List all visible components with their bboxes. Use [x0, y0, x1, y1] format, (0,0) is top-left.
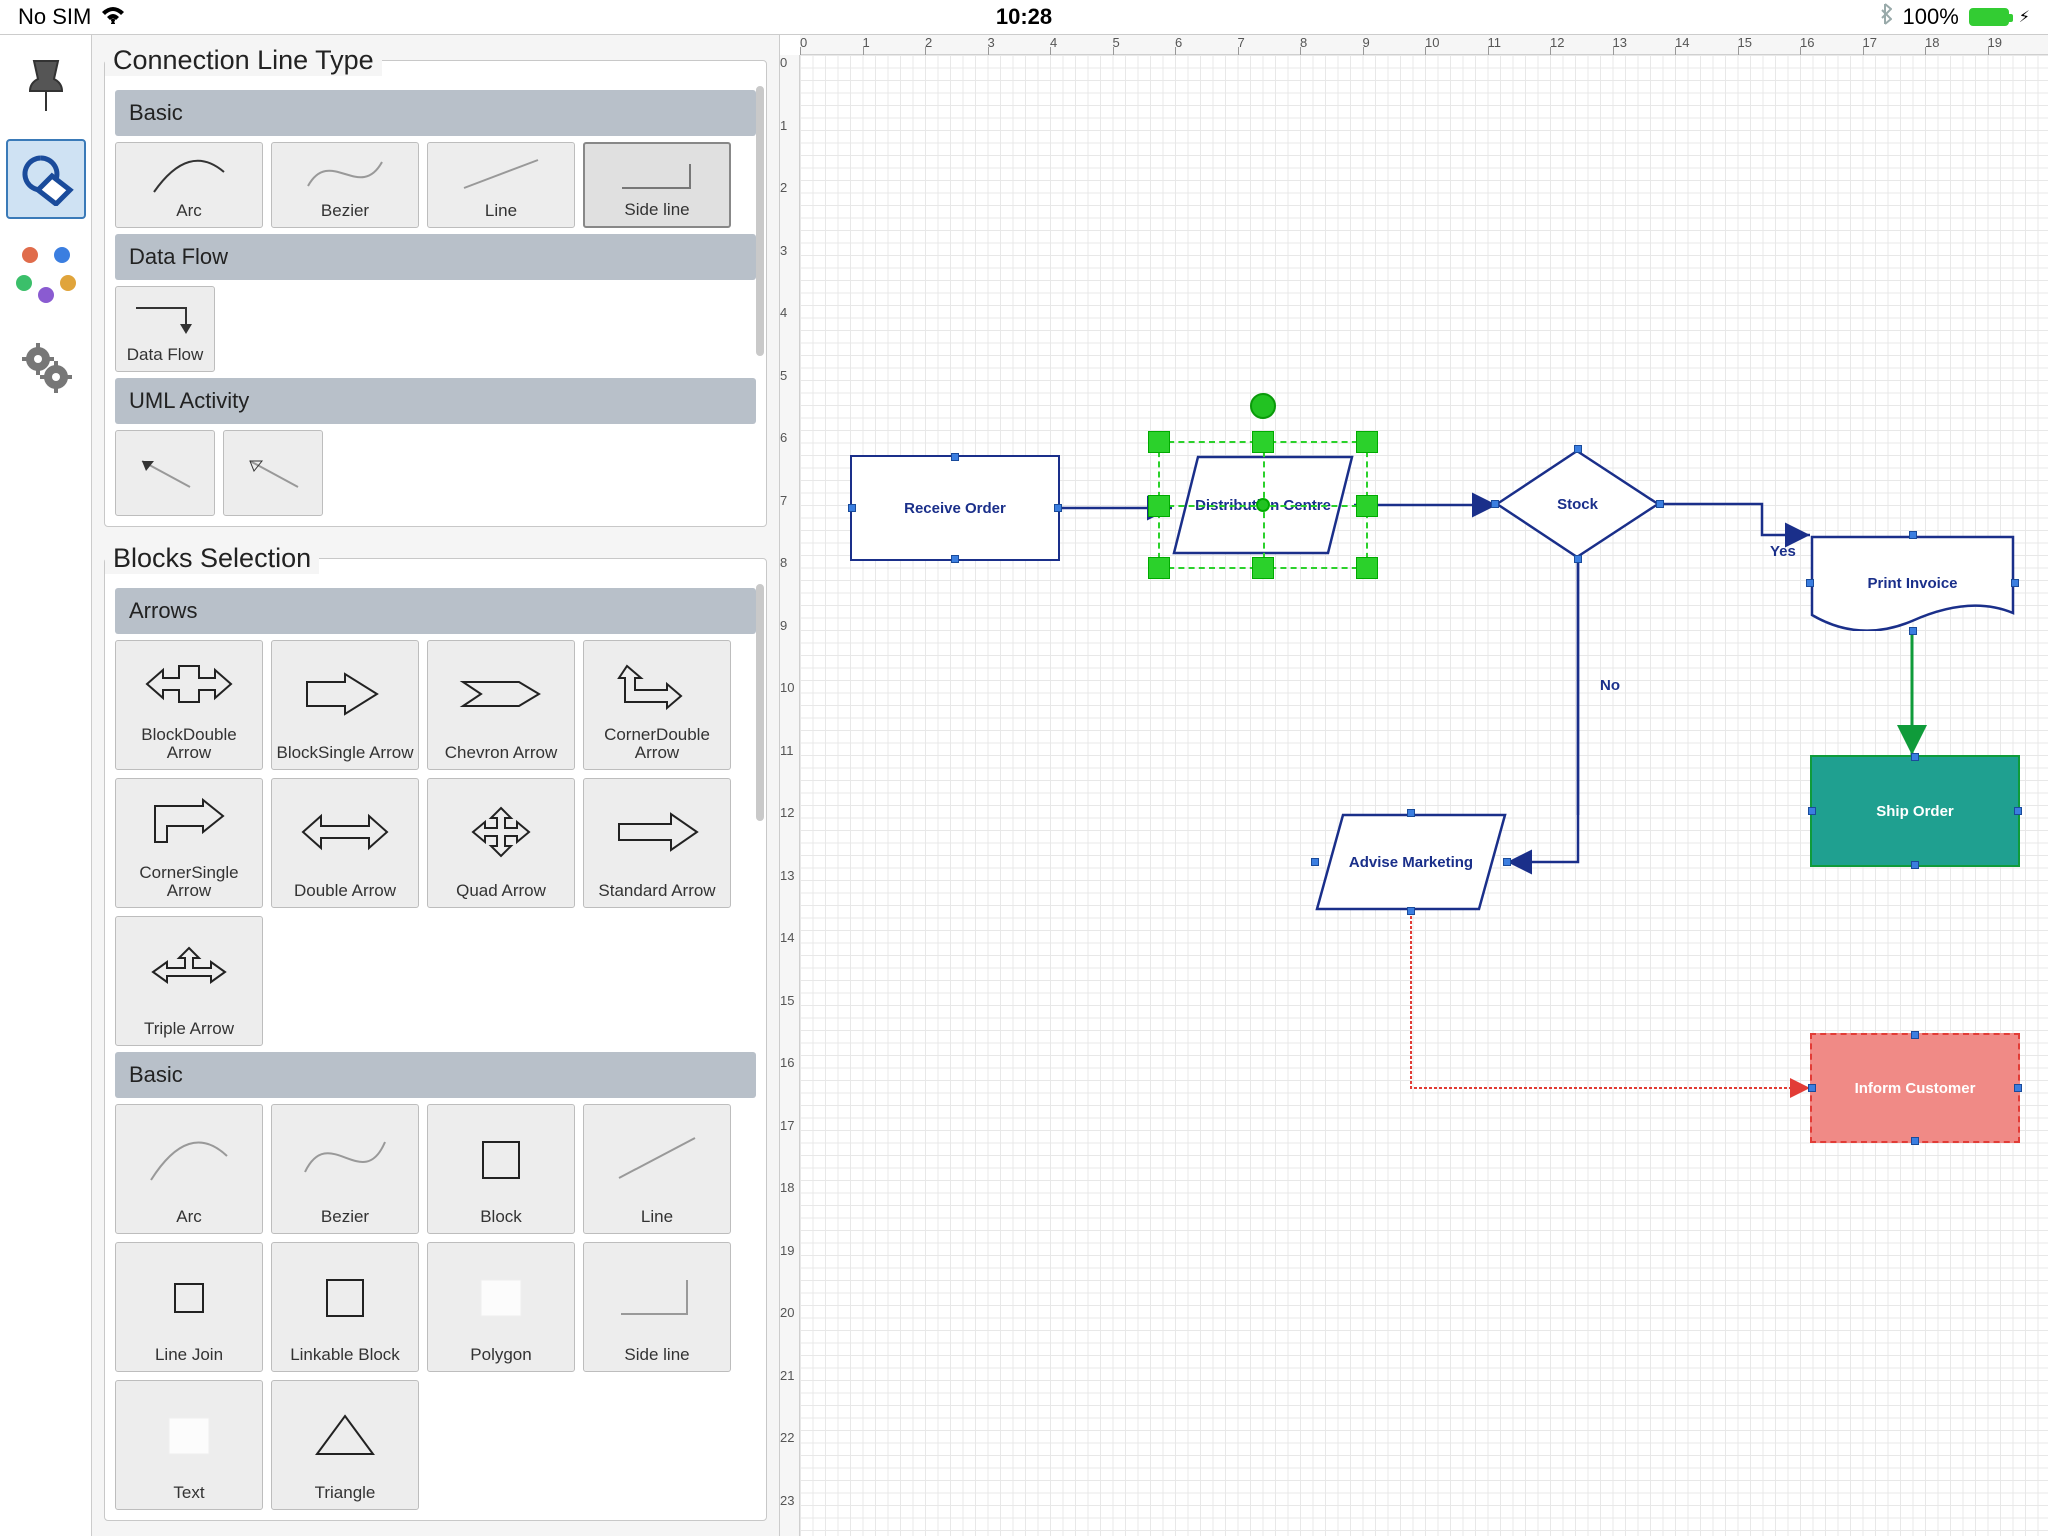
tile-double-arrow[interactable]: Double Arrow	[271, 778, 419, 908]
tile-polygon[interactable]: Polygon	[427, 1242, 575, 1372]
left-toolbar	[0, 35, 92, 1536]
tile-arc[interactable]: Arc	[115, 1104, 263, 1234]
carrier-text: No SIM	[18, 4, 91, 30]
tile-uml-2[interactable]	[223, 430, 323, 516]
section-uml: UML Activity	[115, 378, 756, 424]
pin-tool[interactable]	[6, 45, 86, 125]
tile-side-line[interactable]: Side line	[583, 1242, 731, 1372]
tile-bezier[interactable]: Bezier	[271, 142, 419, 228]
tile-line[interactable]: Line	[427, 142, 575, 228]
colors-tool[interactable]	[6, 233, 86, 313]
bluetooth-icon	[1878, 3, 1892, 31]
section-dataflow: Data Flow	[115, 234, 756, 280]
svg-text:Yes: Yes	[1770, 543, 1796, 560]
section-arrows: Arrows	[115, 588, 756, 634]
scrollbar[interactable]	[756, 584, 764, 821]
section-basic: Basic	[115, 90, 756, 136]
tile-dataflow[interactable]: Data Flow	[115, 286, 215, 372]
tile-blocksingle-arrow[interactable]: BlockSingle Arrow	[271, 640, 419, 770]
node-ship-order[interactable]: Ship Order	[1810, 755, 2020, 867]
tile-arc[interactable]: Arc	[115, 142, 263, 228]
rotate-handle[interactable]	[1256, 498, 1270, 512]
panel-connection-type: Connection Line Type Basic Arc Bezier Li…	[104, 45, 767, 527]
status-bar: No SIM 10:28 100% ⚡︎	[0, 0, 2048, 34]
svg-text:No: No	[1600, 677, 1620, 694]
charging-icon: ⚡︎	[2019, 7, 2030, 27]
node-start[interactable]	[1250, 393, 1276, 419]
section-basic2: Basic	[115, 1052, 756, 1098]
tile-triangle[interactable]: Triangle	[271, 1380, 419, 1510]
tile-text[interactable]: Text	[115, 1380, 263, 1510]
panel-title: Connection Line Type	[105, 45, 382, 76]
settings-tool[interactable]	[6, 327, 86, 407]
ruler-vertical: 01234567891011121314151617181920212223	[780, 55, 800, 1536]
tile-cornersingle-arrow[interactable]: CornerSingle Arrow	[115, 778, 263, 908]
wifi-icon	[101, 4, 125, 30]
tile-linkable-block[interactable]: Linkable Block	[271, 1242, 419, 1372]
node-distribution-centre[interactable]: Distribution Centre	[1172, 455, 1354, 555]
tile-line[interactable]: Line	[583, 1104, 731, 1234]
battery-pct: 100%	[1902, 4, 1958, 30]
node-stock[interactable]: Stock	[1495, 449, 1660, 559]
tile-sideline[interactable]: Side line	[583, 142, 731, 228]
scrollbar[interactable]	[756, 86, 764, 356]
canvas-area[interactable]: 012345678910111213141516171819 012345678…	[780, 35, 2048, 1536]
node-receive-order[interactable]: Receive Order	[850, 455, 1060, 561]
tile-cornerdouble-arrow[interactable]: CornerDouble Arrow	[583, 640, 731, 770]
tile-standard-arrow[interactable]: Standard Arrow	[583, 778, 731, 908]
side-panels: Connection Line Type Basic Arc Bezier Li…	[92, 35, 780, 1536]
shapes-tool[interactable]	[6, 139, 86, 219]
node-inform-customer[interactable]: Inform Customer	[1810, 1033, 2020, 1143]
tile-uml-1[interactable]	[115, 430, 215, 516]
ruler-horizontal: 012345678910111213141516171819	[800, 35, 2048, 55]
battery-icon	[1969, 8, 2009, 26]
tile-bezier[interactable]: Bezier	[271, 1104, 419, 1234]
tile-line-join[interactable]: Line Join	[115, 1242, 263, 1372]
tile-chevron-arrow[interactable]: Chevron Arrow	[427, 640, 575, 770]
clock: 10:28	[996, 4, 1052, 30]
panel-title: Blocks Selection	[105, 543, 319, 574]
tile-triple-arrow[interactable]: Triple Arrow	[115, 916, 263, 1046]
node-print-invoice[interactable]: Print Invoice	[1810, 535, 2015, 631]
tile-block[interactable]: Block	[427, 1104, 575, 1234]
node-advise-marketing[interactable]: Advise Marketing	[1315, 813, 1507, 911]
tile-blockdouble-arrow[interactable]: BlockDouble Arrow	[115, 640, 263, 770]
panel-blocks: Blocks Selection Arrows BlockDouble Arro…	[104, 543, 767, 1521]
tile-quad-arrow[interactable]: Quad Arrow	[427, 778, 575, 908]
